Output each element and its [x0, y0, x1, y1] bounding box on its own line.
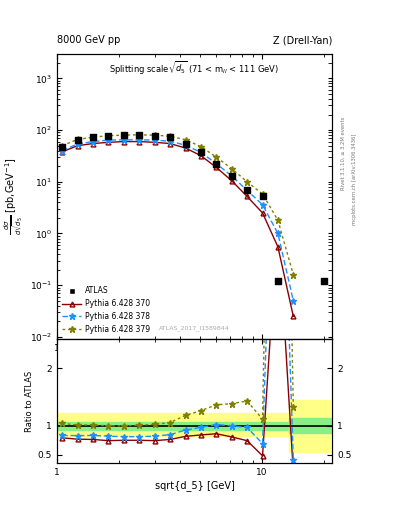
Point — [229, 172, 235, 180]
Text: Rivet 3.1.10, ≥ 3.2M events: Rivet 3.1.10, ≥ 3.2M events — [341, 117, 346, 190]
Legend: ATLAS, Pythia 6.428 370, Pythia 6.428 378, Pythia 6.428 379: ATLAS, Pythia 6.428 370, Pythia 6.428 37… — [59, 283, 153, 337]
Text: ATLAS_2017_I1589844: ATLAS_2017_I1589844 — [159, 325, 230, 331]
Point — [198, 148, 204, 156]
Point — [74, 136, 81, 144]
Point — [320, 277, 327, 285]
Point — [259, 193, 266, 201]
Text: Splitting scale$\sqrt{d_5}$ (71 < m$_{ll}$ < 111 GeV): Splitting scale$\sqrt{d_5}$ (71 < m$_{ll… — [110, 59, 279, 76]
Text: Z (Drell-Yan): Z (Drell-Yan) — [273, 35, 332, 45]
Text: 8000 GeV pp: 8000 GeV pp — [57, 35, 120, 45]
Point — [275, 277, 281, 285]
Point — [59, 142, 65, 151]
Point — [105, 132, 112, 140]
Y-axis label: $\frac{d\sigma}{d\sqrt{d_5}}$ [pb,GeV$^{-1}$]: $\frac{d\sigma}{d\sqrt{d_5}}$ [pb,GeV$^{… — [3, 158, 26, 236]
Bar — [288, 418, 332, 433]
Bar — [57, 422, 288, 430]
Point — [244, 186, 250, 194]
Point — [167, 134, 173, 142]
Text: mcplots.cern.ch [arXiv:1306.3436]: mcplots.cern.ch [arXiv:1306.3436] — [352, 134, 357, 225]
Bar — [288, 400, 332, 452]
Point — [121, 131, 127, 139]
Point — [136, 131, 142, 139]
Point — [152, 132, 158, 140]
Y-axis label: Ratio to ATLAS: Ratio to ATLAS — [25, 371, 33, 432]
Point — [90, 134, 96, 142]
Point — [213, 160, 219, 168]
Bar — [57, 413, 288, 436]
X-axis label: sqrt{d_5} [GeV]: sqrt{d_5} [GeV] — [154, 480, 235, 491]
Point — [182, 139, 189, 147]
